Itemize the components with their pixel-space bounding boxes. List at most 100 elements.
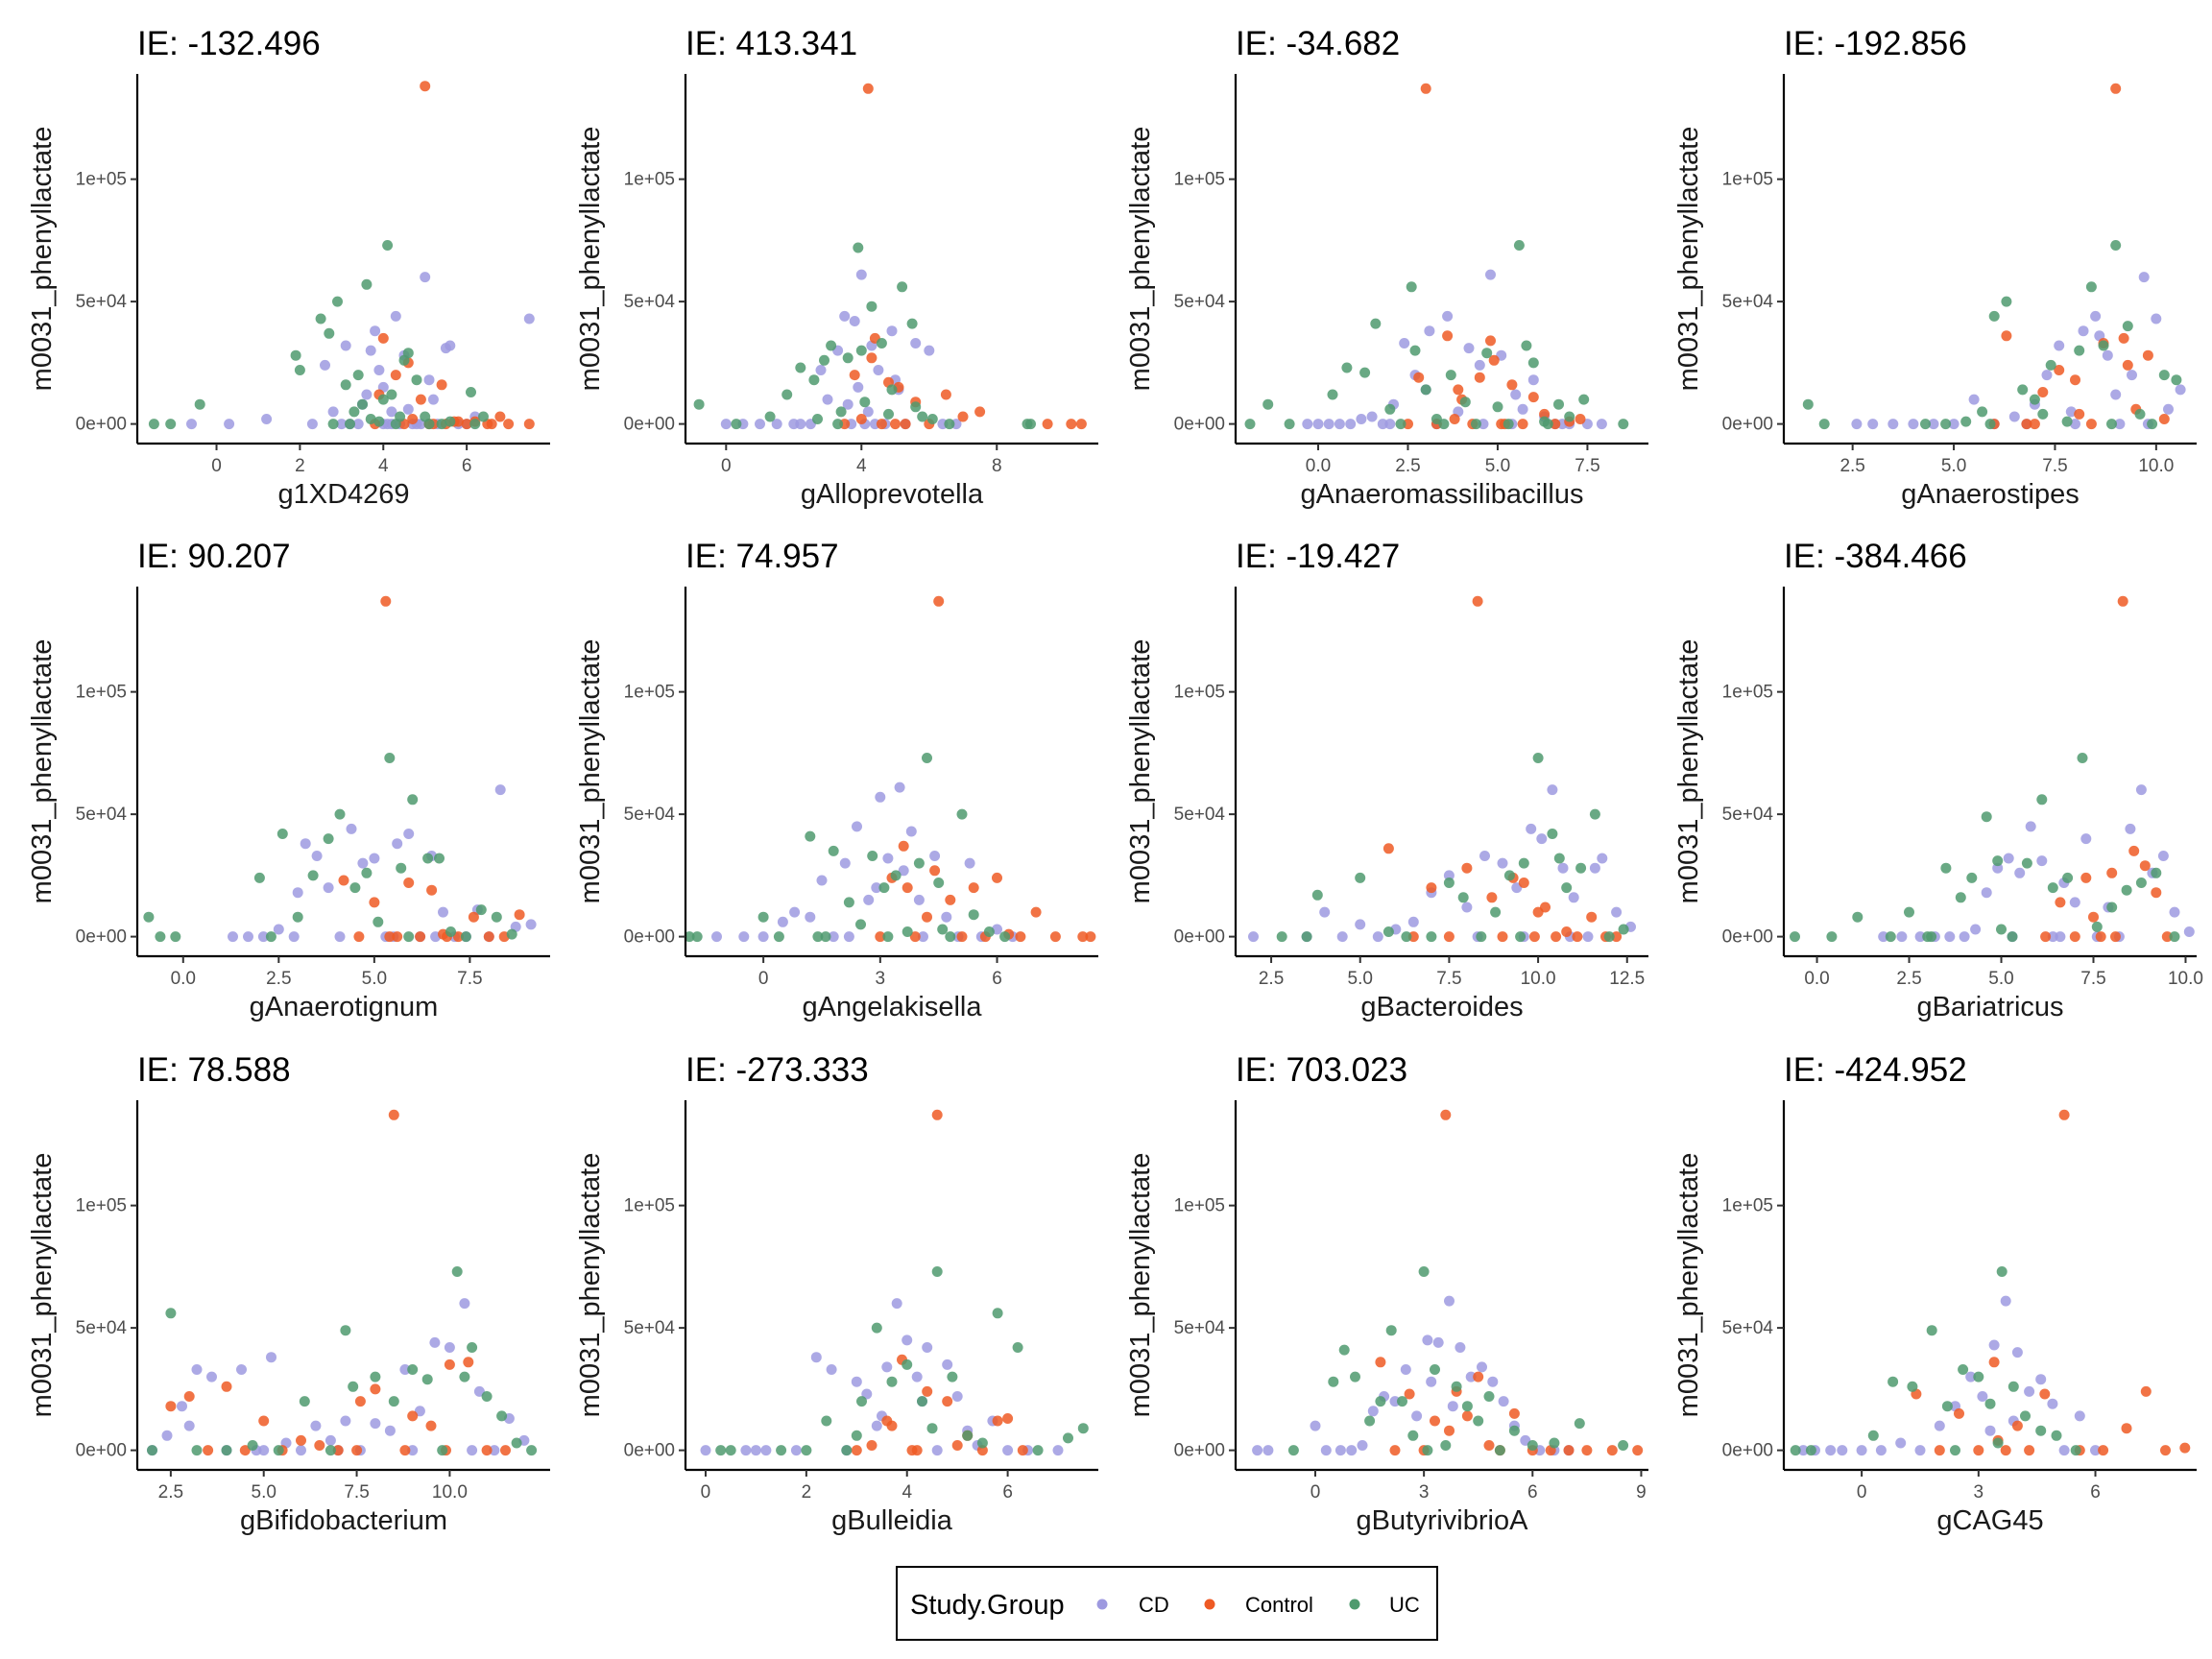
data-point-control — [377, 332, 389, 344]
data-point-cd — [1934, 1420, 1945, 1431]
data-point-uc — [1276, 931, 1287, 943]
data-point-control — [486, 419, 497, 430]
data-point-uc — [1988, 310, 2000, 322]
data-point-uc — [2062, 872, 2074, 883]
data-point-uc — [776, 1445, 787, 1456]
data-point-cd — [1372, 931, 1383, 943]
data-point-cd — [1248, 931, 1259, 943]
data-point-uc — [451, 1266, 463, 1277]
data-point-uc — [481, 1391, 493, 1402]
data-point-uc — [1032, 1445, 1044, 1456]
data-point-uc — [1301, 931, 1312, 943]
data-point-uc — [445, 926, 456, 937]
data-point-uc — [349, 882, 361, 894]
data-point-control — [2161, 931, 2173, 943]
legend-label-control: Control — [1245, 1593, 1313, 1617]
data-point-cd — [420, 272, 431, 283]
data-point-uc — [2169, 931, 2180, 943]
scatter-panel-2: IE: 413.341 0e+00 5e+04 1e+05 0 4 8 gAlloprevot… — [575, 25, 1098, 510]
data-point-cd — [292, 887, 303, 899]
data-point-uc — [1409, 345, 1421, 356]
data-point-uc — [937, 924, 949, 935]
x-tick-label: 4 — [856, 456, 867, 476]
data-point-cd — [1487, 1376, 1499, 1387]
data-point-cd — [871, 1420, 882, 1431]
x-tick-label: 6 — [2090, 1482, 2101, 1503]
data-point-uc — [1508, 1425, 1520, 1436]
panel-title: IE: 703.023 — [1236, 1051, 1407, 1089]
data-point-uc — [434, 853, 445, 864]
data-point-uc — [460, 931, 471, 943]
data-point-control — [974, 406, 986, 418]
x-tick-label: 5.0 — [362, 969, 387, 989]
data-point-uc — [1802, 398, 1814, 410]
data-point-uc — [325, 1445, 336, 1456]
x-tick-label: 0.0 — [1804, 969, 1829, 989]
data-point-control — [2024, 1445, 2035, 1456]
legend-swatch-uc — [1349, 1599, 1360, 1610]
legend-box — [896, 1566, 1438, 1641]
data-point-control — [523, 419, 535, 430]
x-tick-label: 7.5 — [2080, 969, 2105, 989]
y-tick-label: 1e+05 — [1174, 683, 1225, 703]
data-point-cd — [805, 911, 816, 923]
data-point-uc — [221, 1445, 232, 1456]
y-tick-label: 1e+05 — [624, 683, 675, 703]
y-tick-label: 5e+04 — [76, 292, 128, 312]
data-point-control — [461, 419, 472, 430]
data-point-cd — [894, 781, 905, 793]
x-tick-label: 0.0 — [1306, 456, 1331, 476]
panel-title: IE: 413.341 — [685, 25, 857, 62]
data-point-uc — [165, 419, 177, 430]
data-point-control — [392, 931, 403, 943]
data-point-uc — [1012, 1342, 1023, 1353]
data-point-uc — [1341, 362, 1353, 373]
data-point-uc — [2147, 419, 2158, 430]
data-point-uc — [1513, 240, 1525, 251]
data-point-uc — [526, 1445, 538, 1456]
data-point-uc — [307, 870, 319, 881]
scatter-panel-10: IE: -273.333 0e+00 5e+04 1e+05 0 2 4 6 gBulleidi… — [575, 1051, 1098, 1536]
data-point-cd — [1851, 419, 1863, 430]
data-point-cd — [1896, 931, 1908, 943]
data-point-cd — [1944, 931, 1956, 943]
panel-title: IE: -132.496 — [137, 25, 321, 62]
data-point-cd — [1463, 343, 1475, 354]
data-point-uc — [292, 911, 303, 923]
data-point-uc — [1940, 419, 1952, 430]
x-tick-label: 2.5 — [266, 969, 291, 989]
data-point-cd — [789, 906, 801, 918]
data-point-control — [1483, 1440, 1495, 1451]
data-point-uc — [2134, 408, 2146, 420]
data-point-uc — [1818, 419, 1830, 430]
y-tick-label: 5e+04 — [1722, 1318, 1774, 1338]
data-point-control — [1066, 419, 1077, 430]
data-point-uc — [684, 931, 695, 943]
data-point-uc — [315, 313, 326, 325]
data-point-cd — [402, 403, 414, 415]
data-point-cd — [839, 310, 851, 322]
data-point-cd — [2047, 1398, 2058, 1409]
data-point-control — [1404, 1388, 1415, 1400]
data-point-control — [2140, 1385, 2152, 1397]
data-point-uc — [2008, 1381, 2019, 1392]
data-point-cd — [320, 359, 330, 371]
data-point-cd — [924, 345, 935, 356]
data-point-control — [886, 1420, 898, 1431]
data-point-uc — [999, 931, 1011, 943]
data-point-control — [1444, 1425, 1455, 1436]
data-point-uc — [819, 354, 830, 366]
data-point-control — [922, 911, 932, 923]
data-point-uc — [1457, 892, 1469, 903]
data-point-cd — [243, 931, 253, 943]
data-point-control — [1508, 1407, 1520, 1419]
data-point-uc — [1438, 419, 1450, 430]
data-point-uc — [469, 419, 481, 430]
data-point-cd — [855, 269, 867, 280]
data-point-cd — [257, 931, 269, 943]
data-point-uc — [382, 240, 394, 251]
data-point-control — [494, 411, 506, 422]
data-point-uc — [805, 830, 816, 842]
data-point-cd — [1895, 1437, 1907, 1449]
